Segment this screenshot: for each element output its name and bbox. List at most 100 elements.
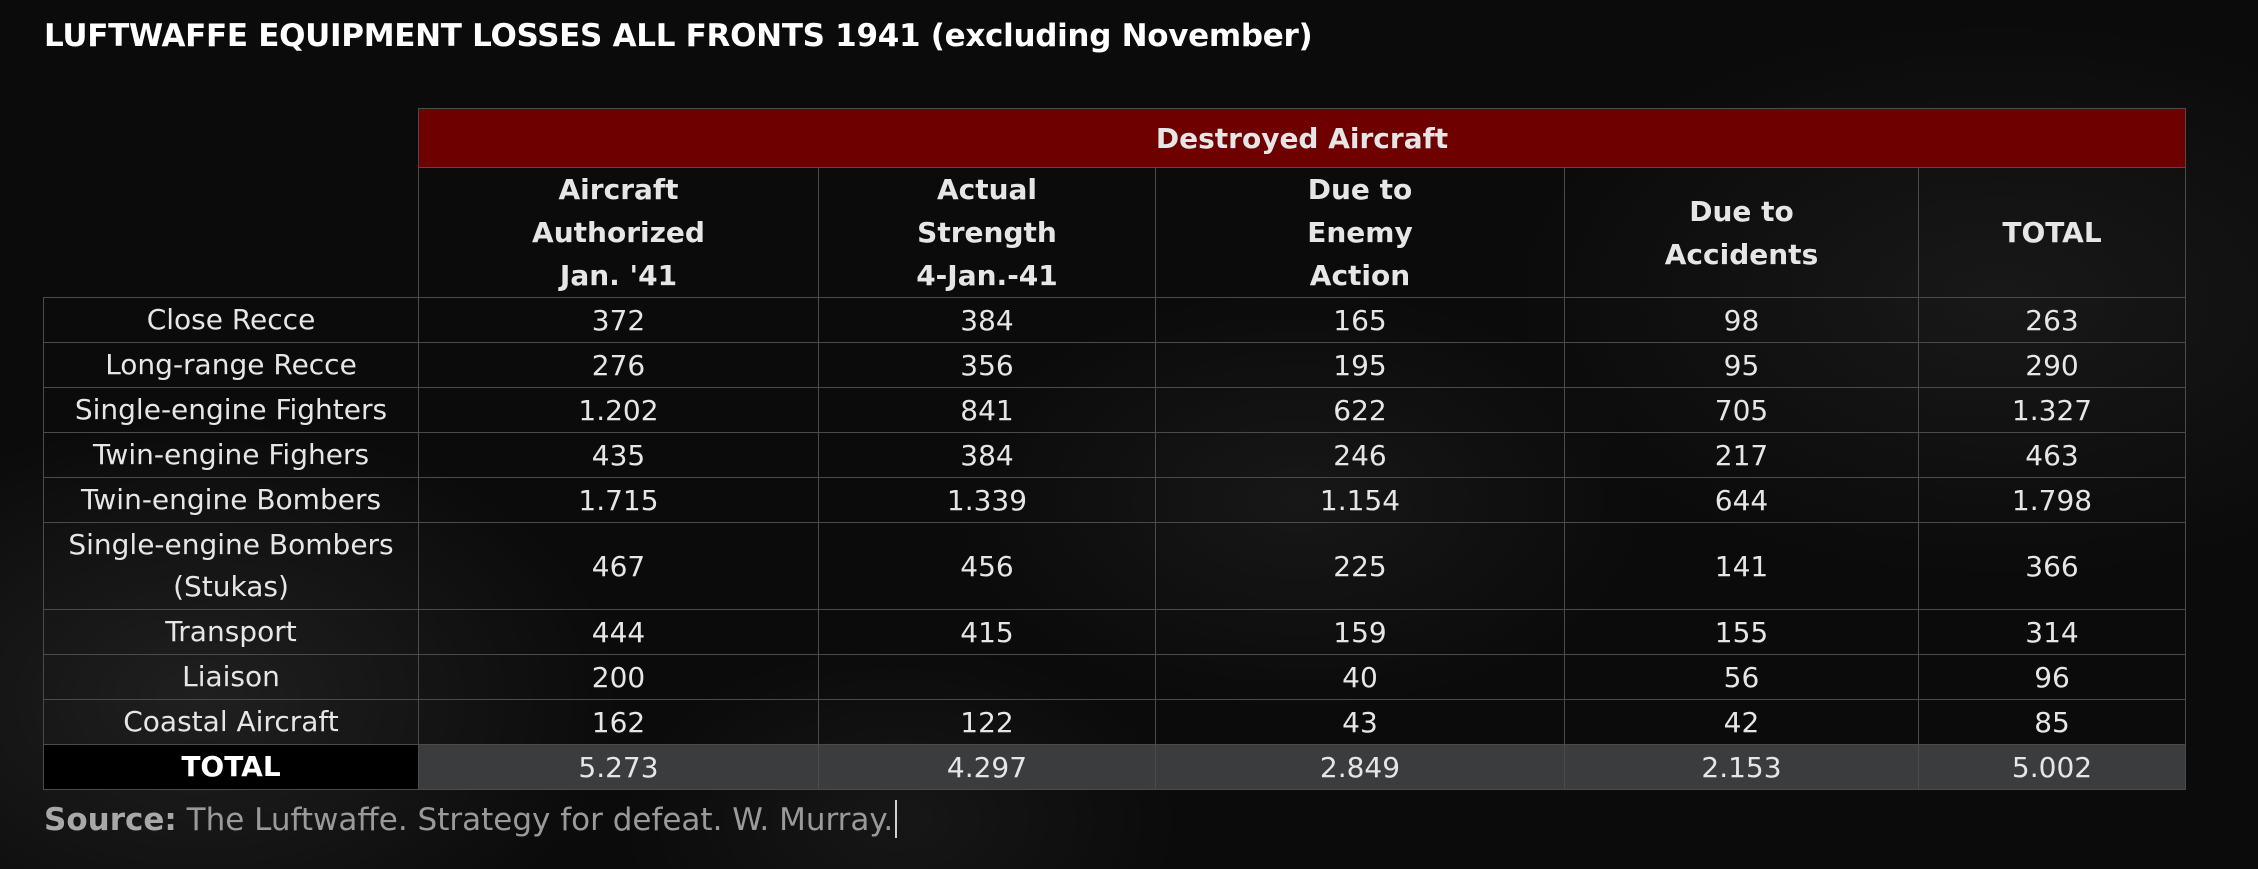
table-cell: 1.327: [1917, 387, 2187, 433]
column-header-line: Due to: [1689, 194, 1794, 228]
column-header-line: Enemy: [1307, 216, 1413, 249]
table-cell: 456: [818, 522, 1156, 610]
table-cell: 644: [1564, 477, 1919, 523]
row-label: Close Recce: [43, 297, 419, 343]
table-cell: 444: [418, 609, 819, 655]
row-label: Twin-engine Bombers: [43, 477, 419, 523]
table-row: Liaison 200 40 56 96: [43, 654, 2187, 700]
table-cell: 1.154: [1155, 477, 1565, 523]
row-label: Twin-engine Fighers: [43, 432, 419, 478]
table-cell: 463: [1917, 432, 2187, 478]
page-title: LUFTWAFFE EQUIPMENT LOSSES ALL FRONTS 19…: [44, 18, 1313, 54]
table-cell: 96: [1917, 654, 2187, 700]
row-label-line: Single-engine Fighters: [74, 393, 388, 426]
table-cell: 162: [418, 699, 819, 745]
table-cell: 384: [818, 432, 1156, 478]
table-cell: 1.339: [818, 477, 1156, 523]
table-cell: 435: [418, 432, 819, 478]
column-header-line: Due to: [1307, 173, 1413, 206]
row-label-line: Twin-engine Fighers: [92, 438, 370, 471]
total-cell: 5.273: [418, 744, 819, 790]
table-cell: 42: [1564, 699, 1919, 745]
total-cell: 2.849: [1155, 744, 1565, 790]
table-row: Close Recce 372 384 165 98 263: [43, 297, 2187, 343]
table-cell: 95: [1564, 342, 1919, 388]
table-cell: 415: [818, 609, 1156, 655]
column-header: Due to Enemy Action: [1155, 167, 1565, 298]
table-row: Single-engine Fighters 1.202 841 622 705 1.32…: [43, 387, 2187, 433]
table-row: Transport 444 415 159 155 314: [43, 609, 2187, 655]
row-label-line: Twin-engine Bombers: [80, 483, 382, 516]
table-row: Coastal Aircraft 162 122 43 42 85: [43, 699, 2187, 745]
row-label: Liaison: [43, 654, 419, 700]
row-label-line: Liaison: [182, 660, 280, 693]
table-cell: 263: [1917, 297, 2187, 343]
row-label: Long-range Recce: [43, 342, 419, 388]
total-cell: 2.153: [1564, 744, 1919, 790]
table-cell: 841: [818, 387, 1156, 433]
source-note: Source: The Luftwaffe. Strategy for defe…: [44, 800, 898, 838]
table-cell: 225: [1155, 522, 1565, 610]
table-cell: 1.202: [418, 387, 819, 433]
table-cell: 217: [1564, 432, 1919, 478]
table-cell: 384: [818, 297, 1156, 343]
table-cell: 200: [418, 654, 819, 700]
table-row: Single-engine Bombers (Stukas) 467 456 225 14…: [43, 522, 2187, 610]
table-cell: 290: [1917, 342, 2187, 388]
table-cell: 195: [1155, 342, 1565, 388]
table-cell: 98: [1564, 297, 1919, 343]
table-cell: 43: [1155, 699, 1565, 745]
row-label-line: Single-engine Bombers: [68, 528, 394, 561]
total-row-label: TOTAL: [43, 744, 419, 790]
table-cell: 122: [818, 699, 1156, 745]
table-row: Twin-engine Bombers 1.715 1.339 1.154 644 1.7…: [43, 477, 2187, 523]
text-cursor: [895, 800, 898, 838]
row-label: Transport: [43, 609, 419, 655]
total-cell: 5.002: [1917, 744, 2187, 790]
source-text[interactable]: The Luftwaffe. Strategy for defeat. W. M…: [186, 802, 894, 838]
source-label: Source:: [44, 802, 177, 838]
table-cell: 155: [1564, 609, 1919, 655]
column-header-line: Authorized: [532, 216, 705, 249]
row-label-line: (Stukas): [173, 570, 289, 603]
table-cell: 159: [1155, 609, 1565, 655]
column-header-line: TOTAL: [2002, 216, 2102, 249]
column-header-line: 4-Jan.-41: [916, 259, 1058, 292]
table-cell: 622: [1155, 387, 1565, 433]
column-header: TOTAL: [1917, 167, 2187, 298]
table-cell: 1.715: [418, 477, 819, 523]
table-cell: 246: [1155, 432, 1565, 478]
table-cell: 467: [418, 522, 819, 610]
column-header: Aircraft Authorized Jan. '41: [418, 167, 819, 298]
table-cell: 1.798: [1917, 477, 2187, 523]
column-header: Actual Strength 4-Jan.-41: [818, 167, 1156, 298]
column-header: Due to Accidents: [1564, 167, 1919, 298]
row-label: Single-engine Bombers (Stukas): [43, 522, 419, 610]
column-header-line: Accidents: [1664, 237, 1819, 271]
table-cell: 356: [818, 342, 1156, 388]
table-cell: 141: [1564, 522, 1919, 610]
table-cell: 85: [1917, 699, 2187, 745]
column-header-line: Action: [1309, 259, 1411, 292]
row-label: Single-engine Fighters: [43, 387, 419, 433]
table-row: Twin-engine Fighers 435 384 246 217 463: [43, 432, 2187, 478]
table-cell: 705: [1564, 387, 1919, 433]
row-label-line: Transport: [165, 615, 297, 648]
row-label-line: Close Recce: [146, 303, 316, 336]
table-cell: 56: [1564, 654, 1919, 700]
column-header-line: Strength: [917, 216, 1057, 249]
total-cell: 4.297: [818, 744, 1156, 790]
destroyed-aircraft-header: Destroyed Aircraft: [417, 108, 2187, 168]
table-cell: [818, 654, 1156, 700]
total-row: TOTAL 5.273 4.297 2.849 2.153 5.002: [43, 744, 2187, 790]
table-cell: 372: [418, 297, 819, 343]
table-cell: 276: [418, 342, 819, 388]
column-header-line: Jan. '41: [559, 259, 678, 292]
column-header-line: Actual: [936, 173, 1038, 206]
losses-table: Destroyed Aircraft Aircraft Authorized Jan…: [43, 108, 2187, 790]
row-label: Coastal Aircraft: [43, 699, 419, 745]
row-label-line: Coastal Aircraft: [123, 705, 339, 738]
table-cell: 366: [1917, 522, 2187, 610]
table-cell: 314: [1917, 609, 2187, 655]
table-row: Long-range Recce 276 356 195 95 290: [43, 342, 2187, 388]
